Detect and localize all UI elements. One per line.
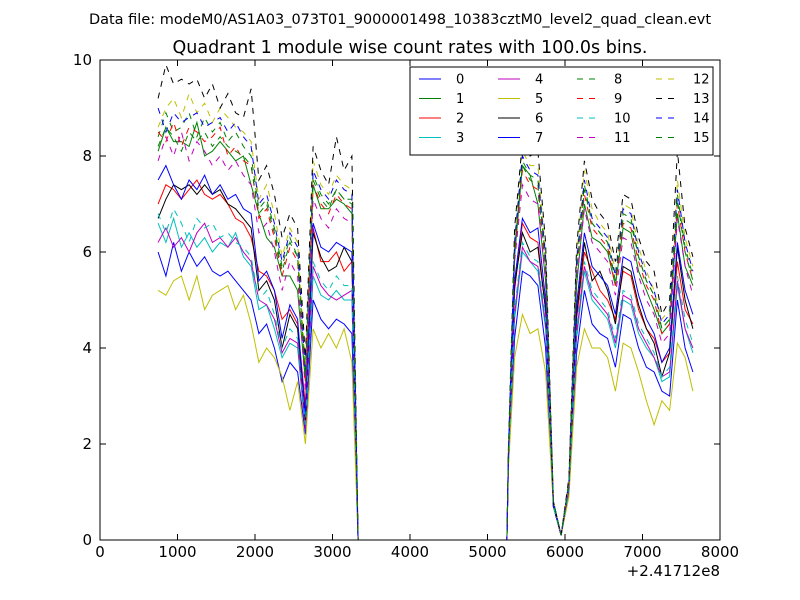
x-tick-label: 0 — [95, 543, 105, 561]
x-tick-label: 2000 — [236, 543, 274, 561]
y-tick-label: 8 — [82, 147, 92, 165]
legend-label-14: 14 — [693, 112, 710, 127]
x-axis-offset-label: +2.41712e8 — [627, 562, 720, 580]
legend-label-4: 4 — [535, 73, 543, 88]
legend-label-11: 11 — [614, 131, 631, 146]
x-tick-label: 1000 — [158, 543, 196, 561]
y-tick-label: 4 — [82, 339, 92, 357]
y-tick-label: 0 — [82, 531, 92, 549]
x-tick-label: 4000 — [391, 543, 429, 561]
series-line-7 — [157, 164, 694, 541]
x-tick-label: 3000 — [313, 543, 351, 561]
legend-label-3: 3 — [456, 131, 464, 146]
legend-label-1: 1 — [456, 92, 464, 107]
series-line-0 — [157, 242, 694, 541]
legend-label-6: 6 — [535, 112, 543, 127]
figure-suptitle: Data file: modeM0/AS1A03_073T01_90000014… — [89, 12, 711, 28]
legend-label-15: 15 — [693, 131, 710, 146]
series-line-9 — [157, 120, 694, 541]
chart-title: Quadrant 1 module wise count rates with … — [173, 38, 648, 58]
series-line-6 — [157, 184, 694, 541]
legend-label-10: 10 — [614, 112, 631, 127]
x-tick-label: 6000 — [546, 543, 584, 561]
legend-label-7: 7 — [535, 131, 543, 146]
legend-label-12: 12 — [693, 73, 710, 88]
x-tick-label: 8000 — [701, 543, 739, 561]
legend-label-5: 5 — [535, 92, 543, 107]
legend-box — [409, 66, 714, 156]
series-line-8 — [157, 111, 694, 541]
series-line-12 — [157, 92, 694, 541]
y-tick-label: 6 — [82, 243, 92, 261]
x-tick-label: 7000 — [623, 543, 661, 561]
legend-label-13: 13 — [693, 92, 710, 107]
series-line-1 — [157, 120, 694, 541]
legend-label-8: 8 — [614, 73, 622, 88]
legend-label-0: 0 — [456, 73, 464, 88]
x-tick-label: 5000 — [468, 543, 506, 561]
y-tick-label: 2 — [82, 435, 92, 453]
legend-label-9: 9 — [614, 92, 622, 107]
series-line-11 — [157, 130, 694, 541]
series-line-2 — [157, 179, 694, 541]
series-line-14 — [157, 107, 694, 541]
legend-label-2: 2 — [456, 112, 464, 127]
series-line-5 — [157, 274, 694, 541]
y-tick-label: 10 — [73, 51, 92, 69]
